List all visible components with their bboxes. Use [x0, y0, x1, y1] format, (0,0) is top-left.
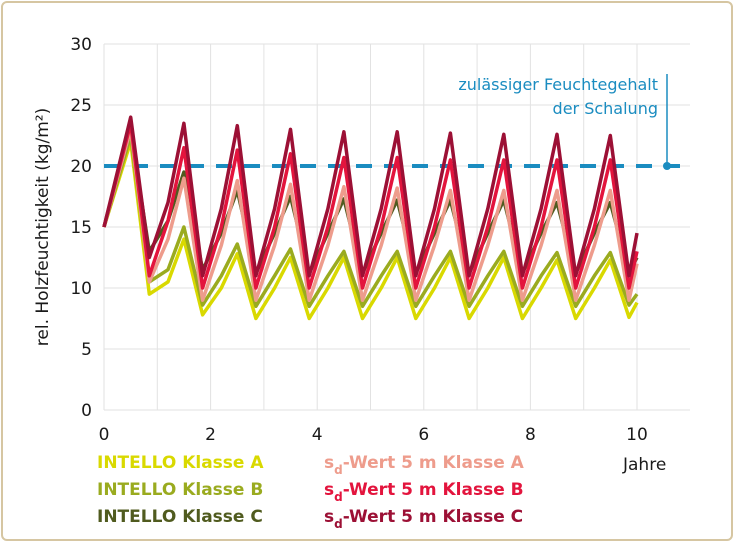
series-line-5	[102, 121, 639, 290]
annotation-dot	[663, 162, 671, 170]
legend-entry-s: s	[324, 507, 334, 527]
legend-entry-subscript: d	[334, 490, 343, 504]
series-line-2	[102, 133, 639, 309]
y-axis-label: rel. Holzfeuchtigkeit (kg/m²)	[33, 108, 53, 346]
x-tick-label: 10	[626, 425, 648, 445]
legend-entry-s: s	[324, 480, 334, 500]
legend-entry-rest: -Wert 5 m Klasse B	[343, 480, 524, 500]
y-tick-label: 0	[81, 401, 92, 421]
threshold-label-line1: zulässiger Feuchtegehalt	[458, 75, 658, 94]
legend-entry: sd-Wert 5 m Klasse B	[324, 480, 524, 504]
legend-entry: sd-Wert 5 m Klasse A	[324, 453, 525, 477]
legend-entry-subscript: d	[334, 463, 343, 477]
x-axis-label: Jahre	[622, 455, 666, 475]
legend-entry: INTELLO Klasse A	[97, 453, 264, 473]
threshold-label-line2: der Schalung	[553, 99, 658, 118]
y-tick-label: 15	[70, 218, 92, 238]
series-line-4	[102, 127, 639, 302]
legend-entry-rest: -Wert 5 m Klasse C	[343, 507, 523, 527]
y-tick-label: 20	[70, 157, 92, 177]
y-tick-label: 25	[70, 96, 92, 116]
x-tick-label: 8	[525, 425, 536, 445]
legend: INTELLO Klasse A INTELLO Klasse B INTELLO …	[97, 453, 525, 531]
legend-entry-subscript: d	[334, 517, 343, 531]
y-tick-label: 30	[70, 35, 92, 55]
legend-entry-s: s	[324, 453, 334, 473]
x-tick-label: 0	[99, 425, 110, 445]
x-tick-label: 2	[205, 425, 216, 445]
series-line-1	[102, 139, 639, 321]
legend-entry: INTELLO Klasse B	[97, 480, 263, 500]
legend-entry: sd-Wert 5 m Klasse C	[324, 507, 523, 531]
series-line-6	[102, 115, 639, 278]
legend-entry-rest: -Wert 5 m Klasse A	[343, 453, 525, 473]
y-tick-label: 5	[81, 340, 92, 360]
tick-labels: 0 5 10 15 20 25 30 0 2 4 6 8 10	[70, 35, 647, 445]
x-tick-label: 4	[312, 425, 323, 445]
series-lines	[102, 115, 639, 321]
x-tick-label: 6	[418, 425, 429, 445]
y-tick-label: 10	[70, 279, 92, 299]
legend-entry: INTELLO Klasse C	[97, 507, 263, 527]
